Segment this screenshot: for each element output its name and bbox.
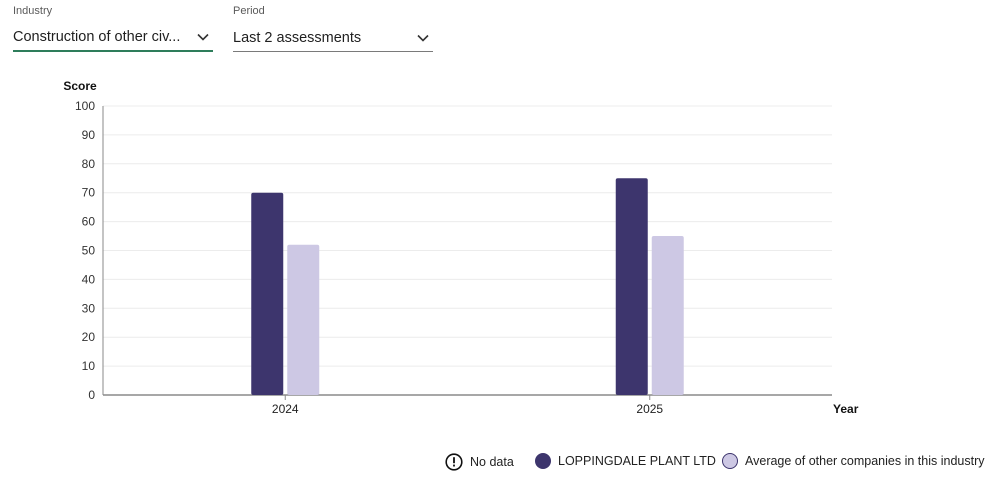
chevron-down-icon bbox=[417, 34, 429, 42]
chevron-down-icon bbox=[197, 33, 209, 41]
y-tick-label: 90 bbox=[82, 128, 96, 142]
y-tick-label: 50 bbox=[82, 244, 96, 258]
y-tick-label: 10 bbox=[82, 359, 96, 373]
bar-company-2025 bbox=[615, 178, 648, 395]
x-axis-title: Year bbox=[833, 402, 859, 416]
legend-item-company: LOPPINGDALE PLANT LTD bbox=[535, 453, 716, 469]
bar-industry-average-2025 bbox=[651, 236, 684, 395]
y-tick-label: 40 bbox=[82, 272, 96, 286]
bar-company-2024 bbox=[251, 192, 284, 395]
period-select[interactable]: Last 2 assessments bbox=[233, 24, 433, 52]
y-tick-label: 60 bbox=[82, 215, 96, 229]
legend-label-industry-average: Average of other companies in this indus… bbox=[745, 454, 985, 468]
period-label: Period bbox=[233, 5, 265, 17]
legend-swatch-industry-average bbox=[722, 453, 738, 469]
bar-chart: 0 10 20 30 40 50 60 70 80 90 100 Score Year 2024 2025 bbox=[63, 79, 859, 416]
y-tick-label: 80 bbox=[82, 157, 96, 171]
y-tick-label: 0 bbox=[88, 388, 95, 402]
x-tick-label: 2024 bbox=[272, 402, 299, 416]
exclamation-circle-icon bbox=[445, 453, 463, 471]
industry-label: Industry bbox=[13, 5, 53, 17]
y-tick-label: 30 bbox=[82, 301, 96, 315]
industry-select[interactable]: Construction of other civ... bbox=[13, 24, 213, 52]
industry-select-value: Construction of other civ... bbox=[13, 29, 181, 45]
x-tick-label: 2025 bbox=[636, 402, 663, 416]
y-tick-label: 20 bbox=[82, 330, 96, 344]
y-tick-label: 100 bbox=[75, 99, 95, 113]
legend-label-company: LOPPINGDALE PLANT LTD bbox=[558, 454, 716, 468]
legend-item-no-data: No data bbox=[445, 453, 514, 471]
y-tick-label: 70 bbox=[82, 186, 96, 200]
bar-industry-average-2024 bbox=[287, 244, 320, 395]
legend-swatch-company bbox=[535, 453, 551, 469]
legend-label-no-data: No data bbox=[470, 455, 514, 469]
period-select-value: Last 2 assessments bbox=[233, 29, 362, 46]
legend-item-industry-average: Average of other companies in this indus… bbox=[722, 453, 984, 469]
y-axis-title: Score bbox=[63, 79, 97, 93]
